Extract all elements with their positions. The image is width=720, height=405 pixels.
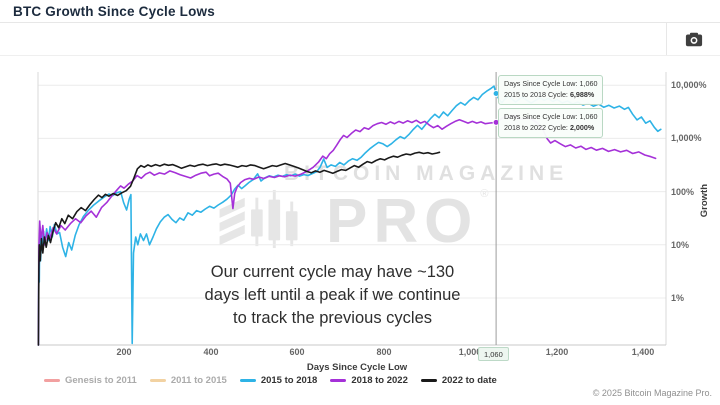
legend-label: 2011 to 2015 xyxy=(170,375,227,386)
tooltip-x-readout: Days Since Cycle Low: 1,060 xyxy=(504,79,598,88)
legend-marker xyxy=(239,379,256,382)
copyright: © 2025 Bitcoin Magazine Pro. xyxy=(592,388,712,398)
page-title: BTC Growth Since Cycle Lows xyxy=(13,4,215,19)
tooltip-2018-2022: Days Since Cycle Low: 1,060 2018 to 2022… xyxy=(498,108,604,138)
legend-item-2015-to-2018[interactable]: 2015 to 2018 xyxy=(239,375,318,386)
legend-label: Genesis to 2011 xyxy=(65,375,137,386)
tooltip-series-label: 2018 to 2022 Cycle: xyxy=(504,122,568,132)
y-axis-title: Growth xyxy=(699,184,710,218)
x-tick-label: 400 xyxy=(203,347,219,357)
legend-item-genesis-to-2011[interactable]: Genesis to 2011 xyxy=(44,375,137,386)
y-tick-label: 10% xyxy=(671,240,690,250)
tooltip-2015-2018: Days Since Cycle Low: 1,060 2015 to 2018… xyxy=(498,75,604,105)
legend-marker xyxy=(330,379,347,382)
legend: Genesis to 2011 2011 to 2015 2015 to 2018 2… xyxy=(44,375,497,386)
y-tick-label: 1% xyxy=(671,293,685,303)
tooltip-series-label: 2015 to 2018 Cycle: xyxy=(504,89,568,99)
x-axis-title: Days Since Cycle Low xyxy=(306,362,408,373)
tooltip-x-readout: Days Since Cycle Low: 1,060 xyxy=(504,112,598,121)
toolbar xyxy=(0,23,720,56)
legend-item-2022-to-date[interactable]: 2022 to date xyxy=(420,375,497,386)
x-tick-label: 1,400 xyxy=(631,347,655,357)
legend-label: 2022 to date xyxy=(441,375,497,386)
legend-marker xyxy=(44,379,60,382)
annotation-text: Our current cycle may have ~130 days lef… xyxy=(160,261,505,330)
legend-item-2018-to-2022[interactable]: 2018 to 2022 xyxy=(330,375,408,386)
legend-label: 2015 to 2018 xyxy=(260,375,318,386)
crosshair-x-label: 1,060 xyxy=(478,347,509,361)
x-tick-label: 800 xyxy=(376,347,392,357)
y-tick-label: 10,000% xyxy=(671,80,707,90)
x-tick-label: 1,000 xyxy=(458,347,482,357)
annotation-line: days left until a peak if we continue xyxy=(204,286,461,305)
annotation-line: to track the previous cycles xyxy=(233,309,432,328)
tooltip-value: 2,000% xyxy=(569,122,595,132)
camera-icon xyxy=(685,32,702,46)
annotation-line: Our current cycle may have ~130 xyxy=(210,263,455,281)
y-tick-label: 100% xyxy=(671,187,695,197)
page-header: BTC Growth Since Cycle Lows xyxy=(0,0,720,23)
legend-item-2011-to-2015[interactable]: 2011 to 2015 xyxy=(149,375,227,386)
chart-area[interactable]: BITCOIN MAGAZINE PRO xyxy=(0,56,720,373)
legend-label: 2018 to 2022 xyxy=(351,375,408,386)
legend-marker xyxy=(149,379,166,382)
screenshot-button[interactable] xyxy=(666,23,720,55)
legend-marker xyxy=(420,379,437,382)
y-tick-label: 1,000% xyxy=(671,133,702,143)
x-tick-label: 600 xyxy=(289,347,305,357)
x-tick-label: 1,200 xyxy=(545,347,569,357)
x-tick-label: 200 xyxy=(116,347,132,357)
tooltip-value: 6,988% xyxy=(569,89,595,99)
